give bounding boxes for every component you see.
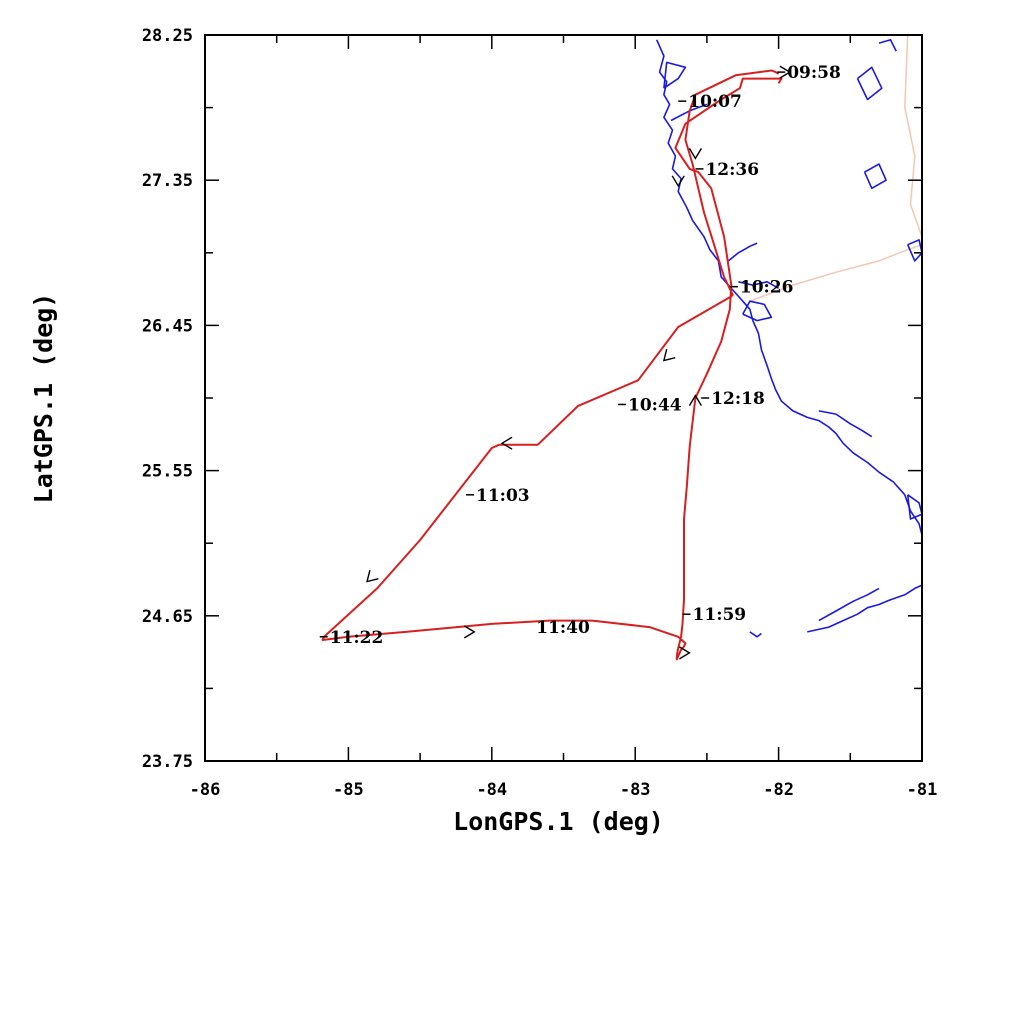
time-label-2: 10:26 (740, 278, 794, 298)
coastline-segment-13 (807, 584, 923, 633)
direction-marker-1 (671, 175, 685, 188)
y-tick-label-5: 28.25 (142, 26, 193, 46)
coastline-segment-11 (856, 66, 883, 101)
direction-marker-6 (366, 570, 379, 583)
coastline-segment-9 (863, 163, 887, 190)
x-tick-label-5: -81 (907, 780, 938, 800)
y-tick-label-0: 23.75 (142, 752, 193, 772)
time-label-7: 11:59 (693, 605, 747, 625)
time-label-0: 09:58 (787, 63, 841, 83)
x-tick-label-0: -86 (190, 780, 221, 800)
y-tick-label-4: 27.35 (142, 171, 193, 191)
direction-marker-3 (688, 394, 703, 406)
direction-marker-7 (463, 625, 476, 639)
y-tick-label-2: 25.55 (142, 462, 193, 482)
time-label-4: 11:03 (476, 486, 530, 506)
coastline-segment-10 (906, 239, 923, 262)
x-tick-label-4: -82 (763, 780, 794, 800)
flight-track-line (321, 69, 783, 661)
coastline-segment-1 (691, 220, 923, 536)
coastline-segment-4 (742, 300, 773, 322)
time-label-1: 10:07 (688, 92, 742, 112)
direction-marker-8 (679, 646, 691, 660)
boundary-line-0 (904, 34, 923, 237)
coastline-segment-7 (818, 410, 873, 438)
axis-ticks-layer: -86 -85 -84 -83 -82 -81 23.75 24.65 25.55 26.45 27… (142, 26, 938, 800)
time-label-3: 10:44 (628, 395, 682, 415)
direction-marker-2 (688, 148, 703, 160)
y-axis-title: LatGPS.1 (deg) (29, 293, 58, 504)
coastline-layer (655, 38, 923, 638)
coastline-segment-15 (749, 631, 762, 638)
coastline-segment-3 (738, 280, 779, 289)
direction-markers-layer (366, 65, 792, 660)
y-tick-label-3: 26.45 (142, 316, 193, 336)
coastline-segment-0 (655, 39, 694, 221)
coastline-segment-8 (906, 494, 923, 520)
x-axis-title: LonGPS.1 (deg) (453, 807, 664, 836)
x-tick-label-1: -85 (333, 780, 364, 800)
flight-track-layer (321, 69, 783, 661)
time-label-8: 12:18 (711, 389, 765, 409)
y-tick-label-1: 24.65 (142, 607, 193, 627)
time-label-9: 12:36 (705, 160, 759, 180)
coastline-segment-6 (663, 61, 687, 89)
plot-frame (204, 34, 923, 762)
direction-marker-4 (662, 349, 676, 362)
time-labels-layer: 09:58 10:07 10:26 10:44 11:03 11:22 11:40 11:59… (319, 63, 841, 648)
coastline-segment-14 (818, 587, 880, 622)
direction-marker-5 (500, 436, 513, 450)
coastline-segment-2 (727, 242, 758, 262)
coastline-segment-12 (878, 38, 897, 52)
time-label-6: 11:40 (536, 618, 590, 638)
direction-marker-0 (779, 65, 792, 79)
x-tick-label-2: -84 (476, 780, 507, 800)
x-tick-label-3: -83 (620, 780, 651, 800)
time-label-5: 11:22 (330, 628, 384, 648)
